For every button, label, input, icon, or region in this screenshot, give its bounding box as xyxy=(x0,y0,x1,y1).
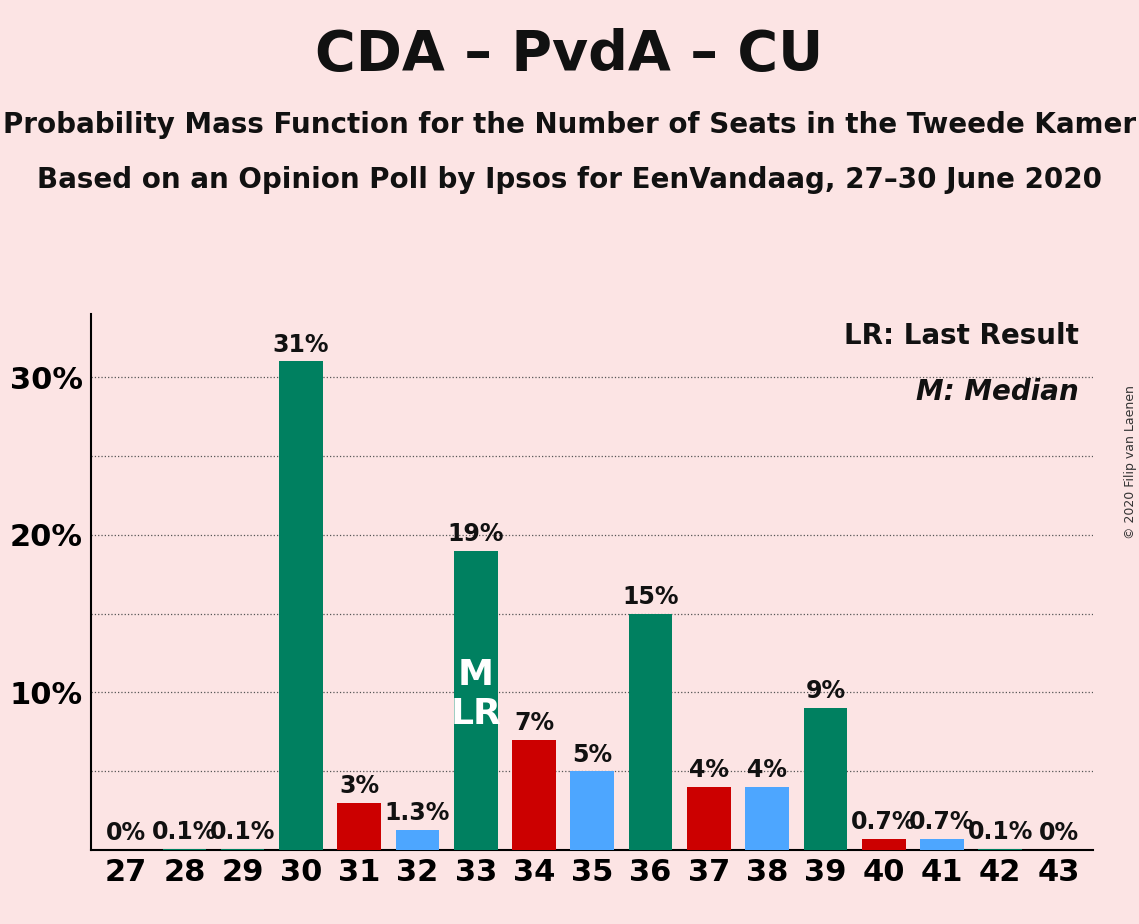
Text: 4%: 4% xyxy=(689,759,729,783)
Bar xyxy=(221,848,264,850)
Text: 31%: 31% xyxy=(272,333,329,357)
Text: M
LR: M LR xyxy=(450,658,501,731)
Text: 3%: 3% xyxy=(339,774,379,798)
Bar xyxy=(862,839,906,850)
Text: 0.1%: 0.1% xyxy=(151,820,218,844)
Text: 1.3%: 1.3% xyxy=(385,801,450,825)
Bar xyxy=(920,839,964,850)
Text: M: Median: M: Median xyxy=(916,379,1079,407)
Bar xyxy=(453,551,498,850)
Bar xyxy=(395,830,440,850)
Bar xyxy=(337,803,382,850)
Text: 0%: 0% xyxy=(1039,821,1079,845)
Text: Probability Mass Function for the Number of Seats in the Tweede Kamer: Probability Mass Function for the Number… xyxy=(3,111,1136,139)
Bar xyxy=(745,787,789,850)
Text: Based on an Opinion Poll by Ipsos for EenVandaag, 27–30 June 2020: Based on an Opinion Poll by Ipsos for Ee… xyxy=(36,166,1103,194)
Bar xyxy=(629,614,672,850)
Text: LR: Last Result: LR: Last Result xyxy=(844,322,1079,350)
Bar xyxy=(163,848,206,850)
Bar xyxy=(571,772,614,850)
Text: 0.1%: 0.1% xyxy=(210,820,276,844)
Text: 7%: 7% xyxy=(514,711,554,735)
Text: 15%: 15% xyxy=(622,585,679,609)
Text: 19%: 19% xyxy=(448,522,503,546)
Bar xyxy=(803,708,847,850)
Text: 0.1%: 0.1% xyxy=(967,820,1033,844)
Text: 4%: 4% xyxy=(747,759,787,783)
Text: 0.7%: 0.7% xyxy=(851,810,917,834)
Text: 9%: 9% xyxy=(805,679,845,703)
Bar xyxy=(513,740,556,850)
Bar xyxy=(279,361,322,850)
Text: © 2020 Filip van Laenen: © 2020 Filip van Laenen xyxy=(1124,385,1137,539)
Text: 0.7%: 0.7% xyxy=(909,810,975,834)
Bar xyxy=(978,848,1022,850)
Bar xyxy=(687,787,731,850)
Text: 5%: 5% xyxy=(572,743,613,767)
Text: CDA – PvdA – CU: CDA – PvdA – CU xyxy=(316,28,823,81)
Text: 0%: 0% xyxy=(106,821,146,845)
